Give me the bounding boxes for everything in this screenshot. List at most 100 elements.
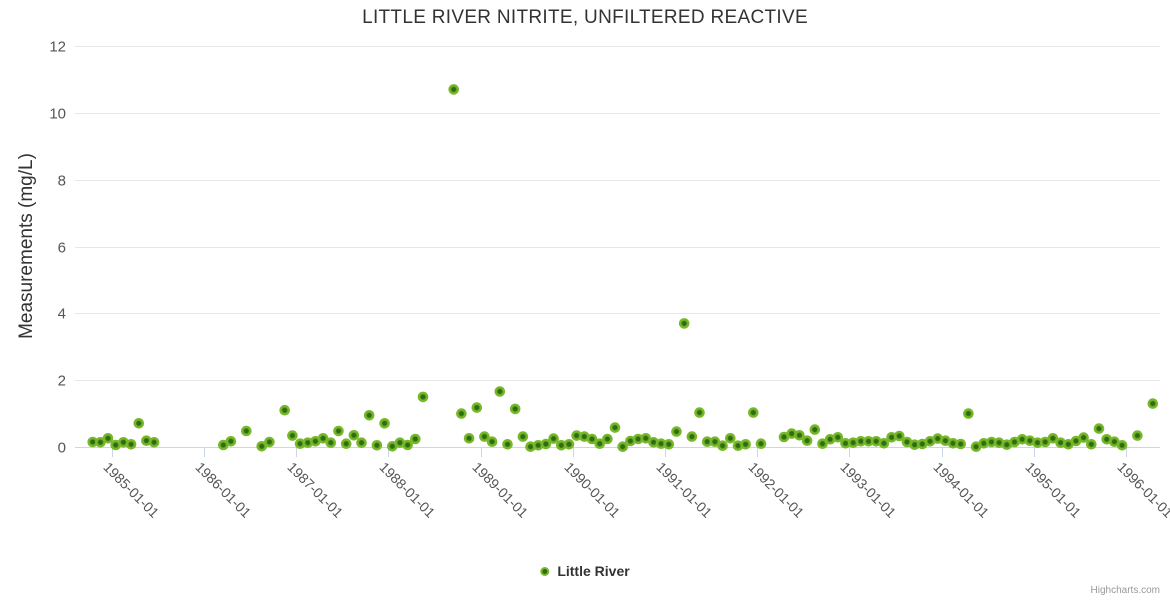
data-point[interactable]: [456, 408, 467, 419]
data-point[interactable]: [740, 439, 751, 450]
data-point[interactable]: [494, 386, 506, 397]
data-point[interactable]: [1093, 423, 1105, 434]
data-point[interactable]: [148, 437, 160, 448]
data-point[interactable]: [241, 425, 252, 437]
data-point[interactable]: [663, 439, 675, 450]
data-point[interactable]: [133, 418, 145, 429]
data-point[interactable]: [563, 439, 575, 450]
data-point[interactable]: [1078, 432, 1089, 443]
data-point[interactable]: [717, 440, 728, 452]
data-point[interactable]: [471, 402, 483, 413]
data-point[interactable]: [678, 318, 690, 329]
data-point[interactable]: [840, 438, 851, 449]
data-point[interactable]: [356, 437, 367, 449]
data-point[interactable]: [125, 439, 137, 450]
x-tick-label: 1985-01-01: [100, 459, 162, 521]
highcharts-credits-link[interactable]: Highcharts.com: [1090, 585, 1160, 596]
data-point[interactable]: [655, 438, 667, 450]
data-point[interactable]: [1086, 439, 1097, 450]
y-tick-label: 12: [49, 39, 66, 56]
data-point[interactable]: [102, 433, 114, 444]
x-tick-label: 1987-01-01: [284, 459, 346, 521]
x-tick-label: 1992-01-01: [745, 459, 807, 521]
x-tick-label: 1994-01-01: [930, 459, 992, 521]
data-point[interactable]: [517, 431, 529, 442]
data-point[interactable]: [417, 391, 429, 403]
data-point[interactable]: [755, 438, 767, 450]
data-point[interactable]: [325, 437, 337, 449]
data-point[interactable]: [448, 84, 460, 95]
data-point[interactable]: [556, 440, 567, 451]
data-point[interactable]: [502, 439, 513, 450]
data-point[interactable]: [609, 422, 621, 433]
data-point[interactable]: [264, 436, 275, 448]
data-point[interactable]: [225, 436, 237, 447]
data-point[interactable]: [548, 433, 559, 444]
data-point[interactable]: [617, 441, 628, 453]
data-point[interactable]: [486, 436, 498, 448]
y-tick-label: 10: [49, 106, 66, 123]
data-point[interactable]: [340, 438, 352, 450]
data-point[interactable]: [694, 407, 705, 418]
data-point[interactable]: [1032, 437, 1043, 449]
data-point[interactable]: [671, 426, 682, 437]
data-point[interactable]: [287, 430, 298, 441]
data-point[interactable]: [463, 433, 475, 444]
data-point[interactable]: [256, 441, 268, 452]
data-point[interactable]: [863, 436, 874, 447]
y-tick-label: 4: [58, 306, 66, 323]
data-point[interactable]: [801, 435, 813, 447]
legend-label: Little River: [557, 563, 630, 579]
data-point[interactable]: [632, 433, 644, 445]
x-tick-label: 1995-01-01: [1022, 459, 1084, 521]
data-point[interactable]: [294, 438, 306, 450]
x-tick-label: 1990-01-01: [561, 459, 623, 521]
data-point[interactable]: [363, 410, 375, 421]
data-point[interactable]: [317, 433, 329, 444]
data-point[interactable]: [855, 436, 867, 447]
data-point[interactable]: [594, 438, 605, 450]
y-tick-label: 6: [58, 240, 66, 257]
data-point[interactable]: [963, 408, 974, 419]
data-point[interactable]: [878, 438, 890, 449]
y-tick-label: 8: [58, 173, 66, 190]
data-point[interactable]: [686, 431, 698, 442]
data-point[interactable]: [571, 430, 582, 441]
data-point[interactable]: [540, 438, 552, 450]
data-point[interactable]: [894, 430, 905, 442]
legend-marker-icon: [540, 566, 550, 576]
data-point[interactable]: [725, 433, 736, 444]
y-tick-label: 2: [58, 373, 66, 390]
data-point[interactable]: [479, 431, 490, 442]
data-point[interactable]: [509, 403, 521, 415]
data-point[interactable]: [87, 436, 98, 448]
x-tick-label: 1986-01-01: [192, 459, 254, 521]
data-point[interactable]: [748, 407, 759, 418]
data-point[interactable]: [371, 440, 383, 451]
data-point[interactable]: [333, 425, 344, 437]
data-point[interactable]: [602, 433, 613, 445]
data-point[interactable]: [832, 432, 844, 443]
data-point[interactable]: [955, 438, 966, 450]
data-point[interactable]: [794, 430, 805, 441]
data-point[interactable]: [279, 404, 291, 416]
data-point[interactable]: [1132, 430, 1143, 441]
data-point[interactable]: [410, 433, 421, 445]
data-point[interactable]: [586, 433, 598, 445]
x-tick-label: 1991-01-01: [653, 459, 715, 521]
legend-item-little-river[interactable]: Little River: [540, 563, 630, 579]
data-point[interactable]: [402, 439, 413, 451]
data-point[interactable]: [1116, 440, 1128, 451]
data-point[interactable]: [909, 439, 920, 451]
data-point[interactable]: [1047, 433, 1059, 444]
data-point[interactable]: [809, 424, 821, 435]
data-point[interactable]: [379, 418, 390, 429]
data-point[interactable]: [701, 436, 713, 448]
data-point[interactable]: [986, 436, 997, 448]
data-point[interactable]: [348, 430, 360, 441]
x-tick-label: 1993-01-01: [837, 459, 899, 521]
data-point[interactable]: [1147, 398, 1159, 409]
data-point[interactable]: [947, 438, 959, 449]
